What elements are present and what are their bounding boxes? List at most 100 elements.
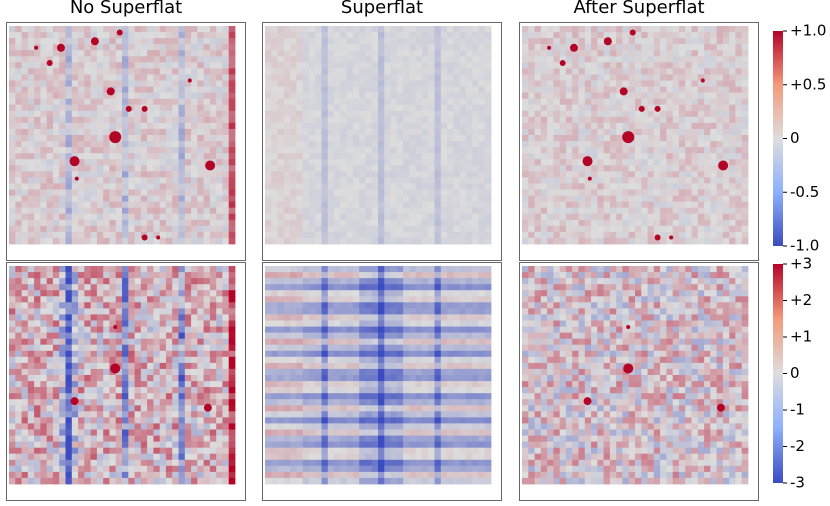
image-pixel [203,153,211,160]
image-pixel [553,201,561,209]
image-pixel [384,141,391,148]
image-pixel [616,116,623,124]
image-pixel [46,219,54,227]
image-pixel [371,135,379,142]
image-pixel [666,153,674,160]
image-pixel [165,104,173,112]
image-pixel [565,92,573,100]
image-pixel [697,237,705,245]
image-pixel [440,44,448,51]
image-pixel [591,56,598,63]
image-pixel [365,56,373,63]
image-pixel [209,320,217,327]
image-pixel [96,423,104,430]
image-pixel [283,98,291,106]
image-pixel [172,278,179,285]
image-pixel [115,284,123,291]
image-pixel [578,165,586,172]
image-pixel [228,381,236,388]
image-pixel [729,201,736,209]
image-pixel [15,219,22,227]
image-pixel [84,104,91,112]
image-pixel [716,135,724,142]
image-pixel [172,98,179,106]
image-pixel [597,116,604,124]
image-pixel [46,320,54,327]
image-pixel [302,135,310,142]
image-pixel [396,207,404,215]
image-pixel [290,92,297,100]
image-pixel [447,98,454,106]
image-pixel [440,189,448,196]
image-pixel [609,56,617,63]
image-pixel [109,266,117,273]
image-pixel [472,26,479,33]
image-pixel [34,435,41,443]
image-pixel [78,284,85,291]
image-pixel [697,26,705,33]
image-pixel [216,38,223,45]
image-pixel [403,38,410,45]
image-pixel [40,423,48,430]
image-pixel [228,207,236,215]
image-pixel [666,141,674,148]
image-pixel [315,213,322,221]
image-pixel [159,171,167,178]
image-pixel [134,435,142,443]
image-pixel [128,135,135,142]
image-pixel [409,165,417,172]
image-pixel [672,98,680,106]
image-pixel [384,225,391,233]
image-pixel [635,165,642,172]
source-dot [69,156,80,167]
image-pixel [472,80,479,87]
image-pixel [27,225,35,233]
image-pixel [396,38,404,45]
image-pixel [21,284,29,291]
image-pixel [603,122,611,130]
image-pixel [109,44,117,51]
image-pixel [635,44,642,51]
image-pixel [672,50,680,57]
image-pixel [315,38,322,45]
image-pixel [722,50,730,57]
image-pixel [115,441,123,449]
image-pixel [622,195,630,203]
image-pixel [534,128,542,136]
image-pixel [109,171,117,178]
image-pixel [15,74,22,81]
image-pixel [647,110,655,118]
image-pixel [447,201,454,209]
image-pixel [609,104,617,112]
image-pixel [534,110,542,118]
image-pixel [178,195,186,203]
image-pixel [365,159,373,166]
image-pixel [46,207,54,215]
image-pixel [327,62,335,69]
image-pixel [209,128,217,136]
image-pixel [96,326,104,334]
image-pixel [78,165,85,172]
image-pixel [140,153,148,160]
image-pixel [197,387,204,394]
image-pixel [277,237,285,245]
image-pixel [277,219,285,227]
image-pixel [547,128,554,136]
image-pixel [184,86,192,94]
image-pixel [165,362,173,370]
image-pixel [635,32,642,39]
image-pixel [265,189,272,196]
image-pixel [216,272,223,279]
image-pixel [191,92,198,100]
image-pixel [327,92,335,100]
image-pixel [440,147,448,154]
image-pixel [216,278,223,285]
image-pixel [178,147,186,154]
image-pixel [96,92,104,100]
source-dot [90,37,99,46]
image-pixel [165,290,173,297]
image-pixel [140,38,148,45]
image-pixel [27,177,35,184]
image-pixel [641,80,648,87]
image-pixel [209,387,217,394]
